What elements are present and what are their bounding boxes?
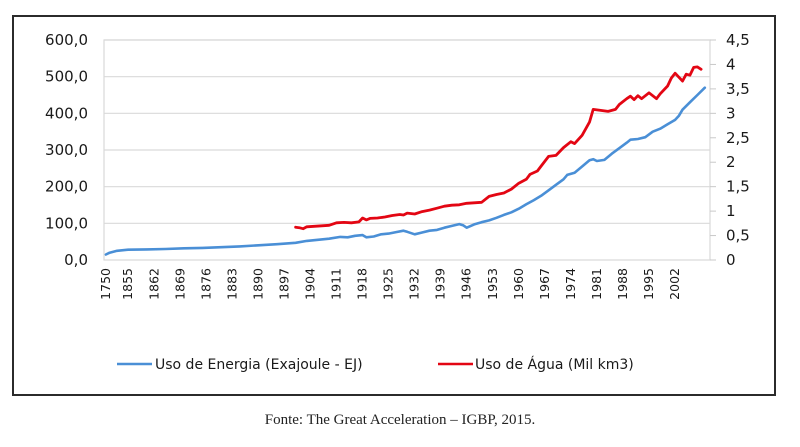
x-tick-label: 1960 bbox=[511, 268, 526, 300]
right-tick-label: 2,5 bbox=[726, 129, 750, 147]
x-tick-label: 1925 bbox=[381, 268, 396, 300]
x-tick-label: 1946 bbox=[459, 268, 474, 300]
left-tick-label: 400,0 bbox=[45, 104, 88, 122]
left-tick-label: 300,0 bbox=[45, 141, 88, 159]
series-line-energy bbox=[104, 86, 707, 256]
x-tick-label: 1904 bbox=[303, 268, 318, 300]
left-axis: 0,0 100,0 200,0 300,0 400,0 500,0 600,0 bbox=[45, 31, 88, 269]
x-tick-label: 1918 bbox=[355, 268, 370, 300]
series-lines bbox=[104, 65, 707, 256]
legend-label-energy: Uso de Energia (Exajoule - EJ) bbox=[155, 357, 363, 373]
right-tick-label: 0 bbox=[726, 251, 736, 269]
left-tick-label: 600,0 bbox=[45, 31, 88, 49]
left-tick-label: 0,0 bbox=[64, 251, 88, 269]
x-tick-label: 1953 bbox=[485, 268, 500, 300]
legend: Uso de Energia (Exajoule - EJ) Uso de Ág… bbox=[117, 356, 634, 373]
x-tick-label: 1981 bbox=[589, 268, 604, 300]
x-tick-label: 1750 bbox=[98, 268, 113, 300]
left-tick-label: 200,0 bbox=[45, 178, 88, 196]
right-axis: 0 0,5 1 1,5 2 2,5 3 3,5 4 4,5 bbox=[710, 31, 750, 269]
x-tick-label: 1855 bbox=[120, 268, 135, 300]
x-tick-label: 1967 bbox=[537, 268, 552, 300]
x-axis: 1750 1855 1862 1869 1876 1883 1890 1897 1904 1911… bbox=[98, 268, 682, 300]
right-tick-label: 2 bbox=[726, 153, 736, 171]
x-tick-label: 1974 bbox=[563, 268, 578, 300]
right-tick-label: 4 bbox=[726, 55, 736, 73]
left-tick-label: 100,0 bbox=[45, 214, 88, 232]
x-tick-label: 1995 bbox=[641, 268, 656, 300]
right-tick-label: 3 bbox=[726, 104, 736, 122]
x-tick-label: 1932 bbox=[407, 268, 422, 300]
series-line-water bbox=[294, 65, 703, 231]
chart-frame bbox=[12, 15, 776, 396]
x-tick-label: 2002 bbox=[667, 268, 682, 300]
right-tick-label: 1,5 bbox=[726, 178, 750, 196]
x-tick-label: 1890 bbox=[250, 268, 265, 300]
x-tick-label: 1939 bbox=[433, 268, 448, 300]
x-tick-label: 1876 bbox=[198, 268, 213, 300]
source-caption: Fonte: The Great Acceleration – IGBP, 20… bbox=[264, 412, 536, 428]
right-tick-label: 0,5 bbox=[726, 227, 750, 245]
x-tick-label: 1897 bbox=[276, 268, 291, 300]
legend-label-water: Uso de Água (Mil km3) bbox=[475, 356, 634, 373]
left-tick-label: 500,0 bbox=[45, 68, 88, 86]
gridlines bbox=[103, 39, 711, 261]
x-tick-label: 1869 bbox=[172, 268, 187, 300]
right-tick-label: 4,5 bbox=[726, 31, 750, 49]
x-tick-label: 1988 bbox=[615, 268, 630, 300]
x-tick-label: 1862 bbox=[146, 268, 161, 300]
right-tick-label: 3,5 bbox=[726, 80, 750, 98]
x-tick-label: 1911 bbox=[329, 268, 344, 300]
right-tick-label: 1 bbox=[726, 202, 736, 220]
x-tick-label: 1883 bbox=[224, 268, 239, 300]
